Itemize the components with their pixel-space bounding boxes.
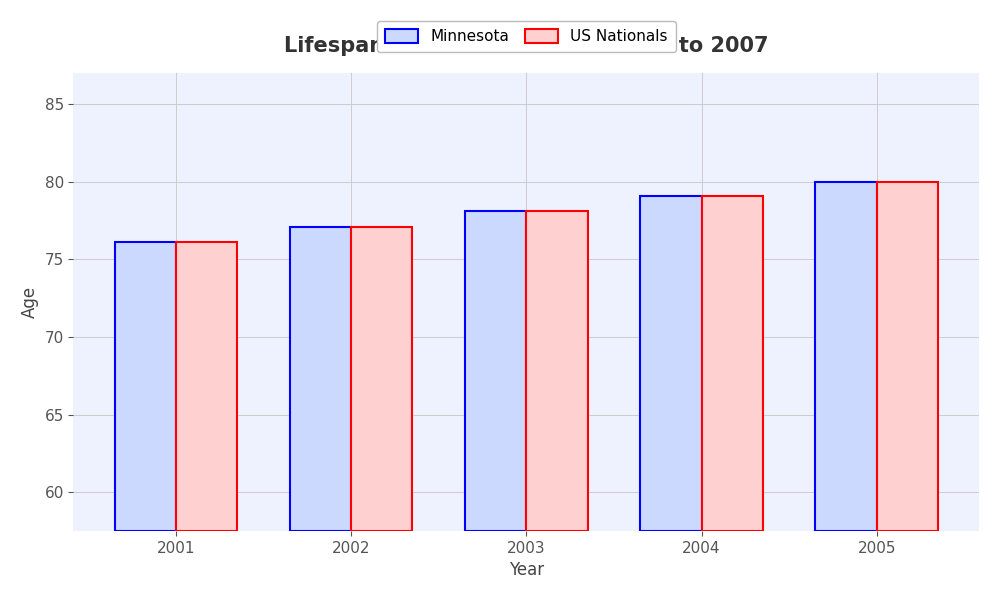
Bar	[640, 196, 702, 531]
Bar	[176, 242, 237, 531]
Bar	[115, 242, 176, 531]
Bar	[526, 211, 588, 531]
Bar	[290, 227, 351, 531]
Bar	[351, 227, 412, 531]
Y-axis label: Age: Age	[21, 286, 39, 318]
Title: Lifespan in Minnesota from 1987 to 2007: Lifespan in Minnesota from 1987 to 2007	[284, 37, 769, 56]
Bar	[815, 182, 877, 531]
Legend: Minnesota, US Nationals: Minnesota, US Nationals	[377, 22, 676, 52]
Bar	[877, 182, 938, 531]
Bar	[702, 196, 763, 531]
Bar	[465, 211, 526, 531]
X-axis label: Year: Year	[509, 561, 544, 579]
